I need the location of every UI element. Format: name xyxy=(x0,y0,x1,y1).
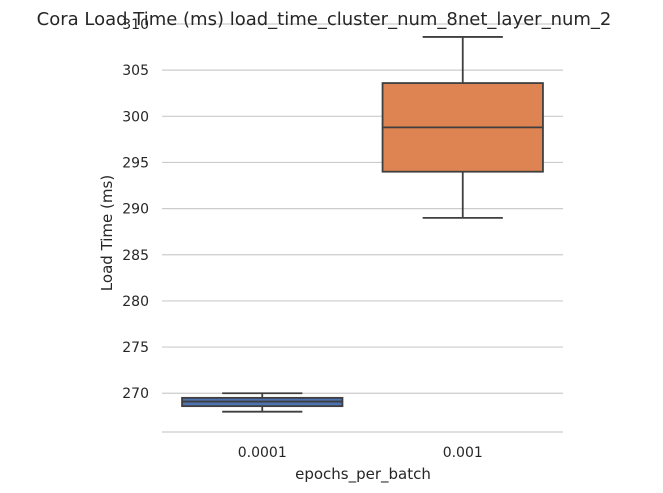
box-0.001 xyxy=(381,36,544,219)
y-tick-label: 295 xyxy=(122,155,149,171)
y-tick-label: 310 xyxy=(122,17,149,33)
box-0.0001 xyxy=(181,392,344,413)
x-axis-label: epochs_per_batch xyxy=(295,465,431,484)
chart-title: Cora Load Time (ms) load_time_cluster_nu… xyxy=(37,9,612,30)
grid-lines xyxy=(162,23,563,394)
y-tick-label: 290 xyxy=(122,202,149,218)
y-axis-label: Load Time (ms) xyxy=(98,175,116,291)
x-tick-label: 0.0001 xyxy=(238,445,287,461)
y-tick-label: 270 xyxy=(122,386,149,402)
y-tick-label: 285 xyxy=(122,248,149,264)
y-tick-labels: 270 275 280 285 290 295 300 305 310 xyxy=(122,17,149,402)
x-tick-label: 0.001 xyxy=(443,445,483,461)
y-tick-label: 305 xyxy=(122,63,149,79)
y-tick-label: 280 xyxy=(122,294,149,310)
x-tick-labels: 0.0001 0.001 xyxy=(238,445,483,461)
boxes xyxy=(181,36,544,413)
y-tick-label: 300 xyxy=(122,109,149,125)
y-tick-label: 275 xyxy=(122,340,149,356)
